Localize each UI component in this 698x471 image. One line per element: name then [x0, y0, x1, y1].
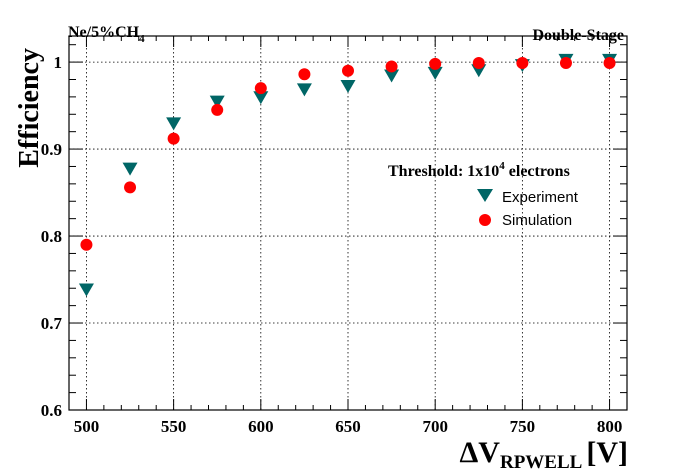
x-tick-label: 800 [597, 417, 623, 436]
simulation-point [559, 56, 572, 69]
simulation-point [298, 68, 311, 81]
data-points [78, 53, 618, 297]
legend-experiment-marker-icon [477, 189, 493, 202]
simulation-point [429, 57, 442, 70]
legend-header: Threshold: 1x104 electrons [388, 160, 570, 180]
gas-mixture-label: Ne/5%CH4 [68, 24, 145, 45]
axis-ticks [68, 36, 628, 411]
experiment-point [166, 117, 182, 131]
legend-simulation-marker-icon [479, 214, 491, 226]
simulation-point [211, 103, 224, 116]
grid-lines [69, 36, 627, 410]
experiment-point [253, 91, 269, 105]
simulation-point [124, 181, 137, 194]
simulation-point [80, 238, 93, 251]
x-tick-label: 650 [335, 417, 361, 436]
experiment-point [427, 66, 443, 80]
simulation-point [342, 64, 354, 77]
x-tick-label: 700 [422, 417, 448, 436]
experiment-point [122, 162, 138, 176]
x-tick-label: 500 [74, 417, 100, 436]
y-tick-label: 0.8 [41, 227, 62, 246]
simulation-point [254, 82, 267, 95]
simulation-point [516, 56, 529, 69]
legend-experiment-label: Experiment [502, 189, 579, 206]
y-tick-label: 0.7 [41, 314, 63, 333]
x-tick-label: 600 [248, 417, 274, 436]
simulation-point [167, 132, 180, 145]
configuration-label: Double-Stage [532, 27, 624, 44]
experiment-point [209, 95, 225, 109]
y-axis-label: Efficiency [14, 48, 45, 168]
tick-labels: 500 550 600 650 700 750 800 0.6 0.7 0.8 0.9 1 [41, 53, 623, 436]
simulation-point [603, 56, 616, 69]
experiment-point [340, 79, 356, 93]
y-tick-label: 0.9 [41, 140, 62, 159]
y-tick-label: 1 [54, 53, 63, 72]
experiment-point [78, 283, 94, 297]
x-tick-label: 550 [161, 417, 187, 436]
simulation-point [385, 60, 398, 73]
legend-simulation-label: Simulation [502, 212, 572, 229]
y-tick-label: 0.6 [41, 401, 62, 420]
experiment-point [384, 69, 400, 83]
simulation-point [472, 56, 485, 69]
legend: Threshold: 1x104 electrons Experiment Si… [388, 160, 579, 229]
experiment-point [296, 83, 312, 97]
x-axis-label: ΔVRPWELL [V] [460, 436, 629, 471]
x-tick-label: 750 [510, 417, 536, 436]
